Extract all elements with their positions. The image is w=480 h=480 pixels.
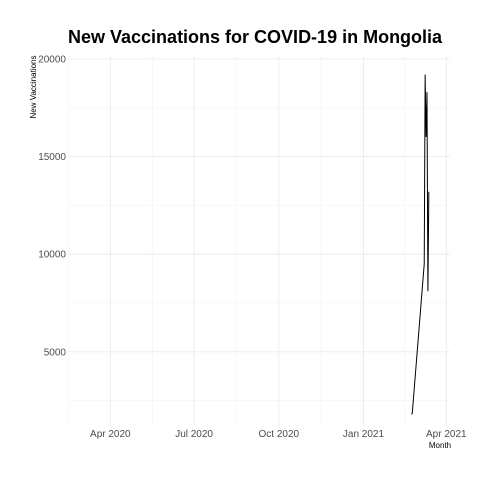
gridlines	[68, 57, 450, 426]
x-axis-ticks: Apr 2020 Jul 2020 Oct 2020 Jan 2021 Apr 2021	[90, 429, 467, 440]
x-axis-label: Month	[429, 441, 451, 450]
series-layer	[410, 74, 430, 415]
y-tick-label: 5000	[44, 347, 67, 358]
x-tick-label: Apr 2021	[426, 429, 467, 440]
y-axis-ticks: 5000 10000 15000 20000	[38, 54, 66, 358]
x-tick-label: Jan 2021	[343, 429, 385, 440]
y-tick-label: 20000	[38, 54, 66, 65]
x-tick-label: Apr 2020	[90, 429, 131, 440]
chart-title: New Vaccinations for COVID-19 in Mongoli…	[68, 27, 443, 47]
y-axis-label: New Vaccinations	[29, 56, 38, 119]
y-tick-label: 10000	[38, 250, 66, 261]
x-tick-label: Oct 2020	[258, 429, 299, 440]
series-line	[410, 74, 430, 415]
y-tick-label: 15000	[38, 152, 66, 163]
x-tick-label: Jul 2020	[175, 429, 213, 440]
